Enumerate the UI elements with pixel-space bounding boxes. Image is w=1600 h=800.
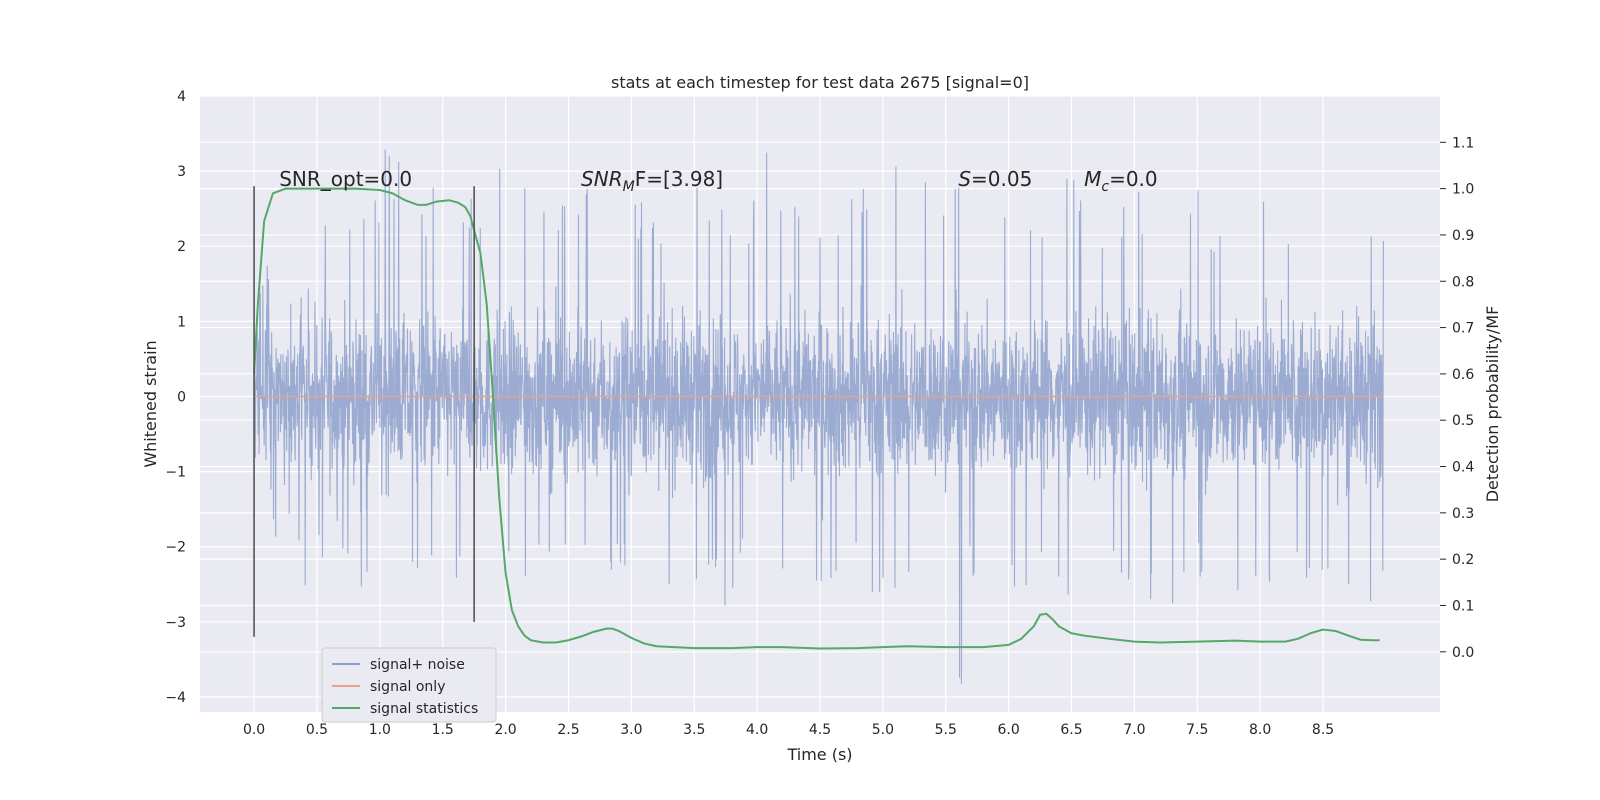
y-right-tick-label: 1.1 — [1452, 135, 1474, 151]
x-tick-labels: 0.0 0.5 1.0 1.5 2.0 2.5 3.0 3.5 4.0 4.5 5.0 5.5 6.0 6… — [243, 722, 1334, 738]
y-right-tick-labels: 1.1 1.0 0.9 0.8 0.7 0.6 0.5 0.4 0.3 0.2 0.1 0.0 — [1440, 135, 1474, 661]
x-tick-label: 6.0 — [998, 722, 1020, 738]
annotations: SNR_opt=0.0 SNRMF=[3.98] S=0.05 Mc=0.0 — [279, 167, 1157, 195]
x-tick-label: 0.5 — [306, 722, 328, 738]
y-right-tick-label: 0.2 — [1452, 552, 1474, 568]
annotation-text: Mc=0.0 — [1084, 167, 1158, 195]
x-tick-label: 3.0 — [620, 722, 642, 738]
y-tick-labels: 4 3 2 1 0 −1 −2 −3 −4 — [165, 89, 186, 706]
y-right-tick-label: 0.7 — [1452, 321, 1474, 337]
x-tick-label: 8.0 — [1249, 722, 1271, 738]
x-tick-label: 3.5 — [683, 722, 705, 738]
series-layer — [253, 149, 1384, 684]
series-signal-noise-line — [253, 149, 1384, 684]
y-tick-label: −4 — [165, 690, 186, 706]
x-tick-label: 6.5 — [1060, 722, 1082, 738]
y-tick-label: 4 — [177, 89, 186, 105]
y-tick-label: −3 — [165, 615, 186, 631]
annotation-text: SNR_opt=0.0 — [279, 167, 412, 191]
x-tick-label: 0.0 — [243, 722, 265, 738]
x-tick-label: 2.0 — [494, 722, 516, 738]
y-right-tick-label: 0.9 — [1452, 228, 1474, 244]
x-tick-label: 7.5 — [1186, 722, 1208, 738]
annotation-text: S=0.05 — [958, 167, 1032, 191]
chart-title: stats at each timestep for test data 267… — [611, 73, 1029, 92]
y-right-tick-label: 0.1 — [1452, 598, 1474, 614]
y-tick-label: 2 — [177, 239, 186, 255]
annotation-text: SNRMF=[3.98] — [581, 167, 723, 195]
y-right-tick-label: 0.0 — [1452, 645, 1474, 661]
y-right-tick-label: 0.3 — [1452, 506, 1474, 522]
x-tick-label: 5.0 — [872, 722, 894, 738]
x-tick-label: 1.0 — [369, 722, 391, 738]
x-tick-label: 5.5 — [935, 722, 957, 738]
x-tick-label: 7.0 — [1123, 722, 1145, 738]
y-right-tick-label: 0.5 — [1452, 413, 1474, 429]
legend-label-signal-only: signal only — [370, 679, 445, 695]
x-tick-label: 4.5 — [809, 722, 831, 738]
legend: signal+ noise signal only signal statist… — [321, 647, 497, 723]
x-axis-label: Time (s) — [786, 745, 852, 764]
legend-box — [321, 647, 497, 723]
y-right-tick-label: 0.8 — [1452, 274, 1474, 290]
series-signal-statistics-line — [253, 187, 1380, 650]
vline-layer — [253, 186, 475, 637]
y-right-tick-label: 1.0 — [1452, 182, 1474, 198]
x-tick-label: 8.5 — [1312, 722, 1334, 738]
y-axis-label: Whitened strain — [141, 340, 160, 467]
y-tick-label: 3 — [177, 164, 186, 180]
legend-label-signal-statistics: signal statistics — [370, 701, 478, 717]
y-right-tick-label: 0.6 — [1452, 367, 1474, 383]
y-tick-label: −1 — [165, 465, 186, 481]
x-tick-label: 2.5 — [557, 722, 579, 738]
y-tick-label: 1 — [177, 314, 186, 330]
y-right-axis-label: Detection probability/MF — [1483, 306, 1502, 503]
legend-label-signal-noise: signal+ noise — [370, 657, 465, 673]
x-tick-label: 1.5 — [432, 722, 454, 738]
y-right-tick-label: 0.4 — [1452, 460, 1474, 476]
y-tick-label: 0 — [177, 389, 186, 405]
x-tick-label: 4.0 — [746, 722, 768, 738]
y-tick-label: −2 — [165, 540, 186, 556]
